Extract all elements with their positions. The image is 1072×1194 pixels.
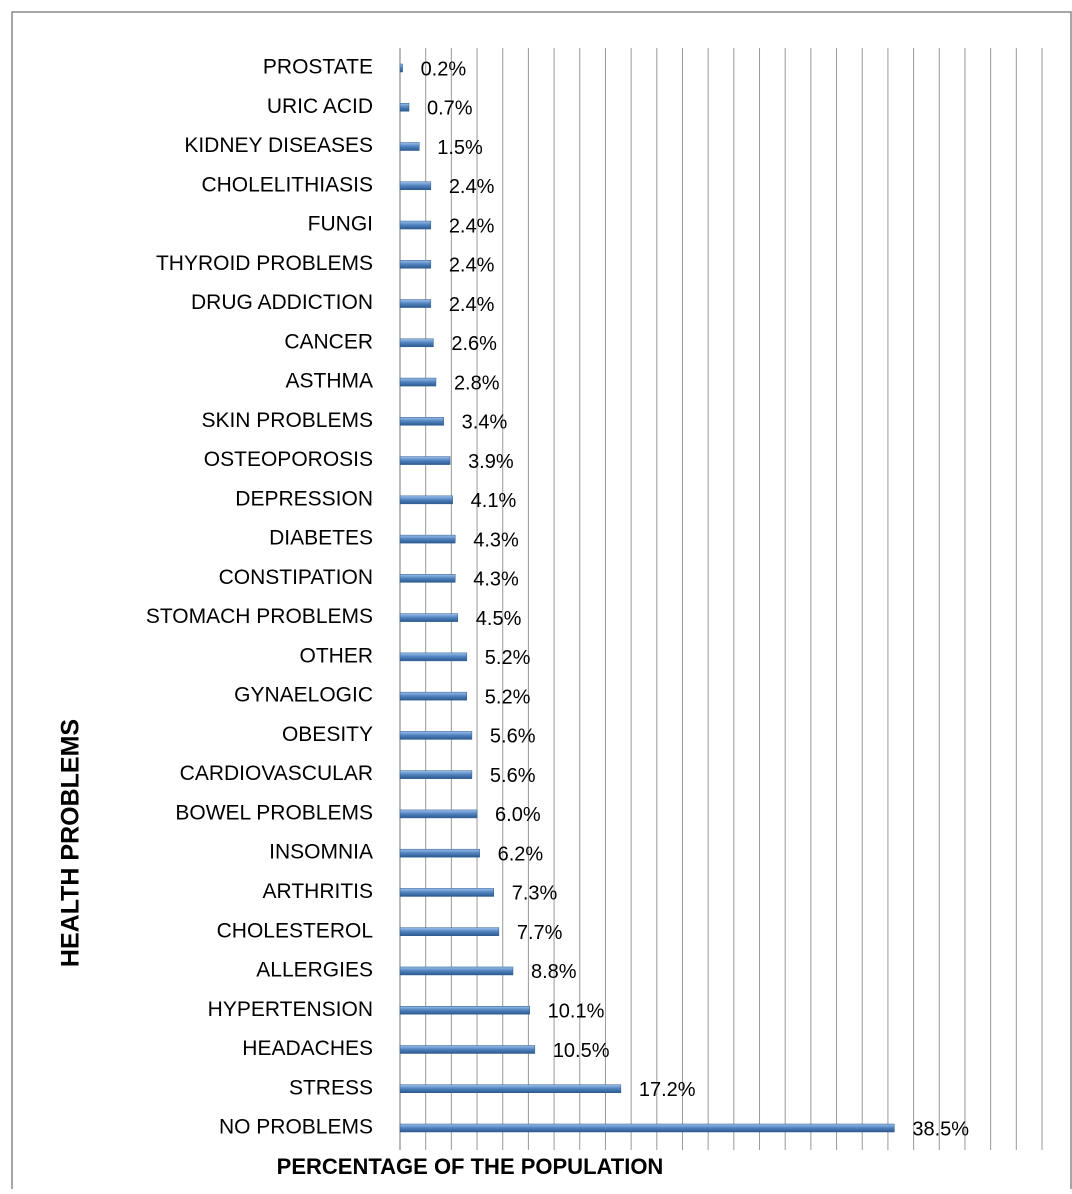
data-label: 8.8% <box>531 961 577 983</box>
y-tick-label: OBESITY <box>282 723 373 746</box>
data-label: 1.5% <box>437 137 483 159</box>
data-label: 0.7% <box>427 98 473 120</box>
y-tick-label: INSOMNIA <box>269 841 373 864</box>
data-label: 7.7% <box>517 922 563 944</box>
bar <box>399 63 403 73</box>
y-tick-label: THYROID PROBLEMS <box>156 252 373 275</box>
chart-border <box>11 11 1072 1189</box>
data-label: 2.4% <box>449 294 495 316</box>
data-label: 2.4% <box>449 215 495 237</box>
data-label: 5.2% <box>485 647 531 669</box>
data-label: 6.2% <box>498 843 544 865</box>
bar <box>399 1045 536 1054</box>
data-label: 2.6% <box>451 333 497 355</box>
bar <box>399 848 480 858</box>
y-tick-label: FUNGI <box>308 213 373 236</box>
bar <box>399 652 468 662</box>
y-tick-label: CHOLESTEROL <box>217 919 373 942</box>
y-tick-label: CANCER <box>284 330 373 353</box>
data-label: 0.2% <box>421 58 467 80</box>
bar <box>399 456 451 465</box>
y-tick-label: DRUG ADDICTION <box>191 291 373 314</box>
bar <box>399 770 473 779</box>
data-label: 6.0% <box>495 804 541 826</box>
x-axis-title: PERCENTAGE OF THE POPULATION <box>277 1154 664 1179</box>
y-tick-label: ALLERGIES <box>256 959 373 982</box>
data-label: 5.6% <box>490 726 536 748</box>
y-tick-label: CHOLELITHIASIS <box>201 173 373 196</box>
data-label: 10.1% <box>548 1001 605 1023</box>
y-tick-label: DIABETES <box>269 527 373 550</box>
data-label: 5.6% <box>490 765 536 787</box>
y-tick-label: KIDNEY DISEASES <box>184 134 373 157</box>
y-tick-label: DEPRESSION <box>235 487 373 510</box>
y-tick-label: GYNAELOGIC <box>234 684 373 707</box>
data-label: 2.4% <box>449 176 495 198</box>
data-label: 3.4% <box>462 412 508 434</box>
bar <box>399 691 468 701</box>
y-tick-label: CONSTIPATION <box>219 566 373 589</box>
data-label: 7.3% <box>512 883 558 905</box>
bar <box>399 181 432 191</box>
bar <box>399 142 420 151</box>
y-tick-label: OSTEOPOROSIS <box>204 448 373 471</box>
data-label: 4.1% <box>471 490 517 512</box>
bar <box>399 613 459 622</box>
data-label: 2.4% <box>449 255 495 277</box>
bar <box>399 731 473 740</box>
bar <box>399 888 494 897</box>
data-label: 38.5% <box>912 1118 969 1140</box>
bar <box>399 1005 530 1015</box>
data-label: 17.2% <box>639 1079 696 1101</box>
bar <box>399 574 456 583</box>
y-tick-label: HYPERTENSION <box>208 998 373 1021</box>
bar <box>399 220 432 230</box>
bar <box>399 103 410 112</box>
bar <box>399 1123 895 1133</box>
y-tick-label: SKIN PROBLEMS <box>201 409 373 432</box>
y-tick-label: HEADACHES <box>242 1037 373 1060</box>
data-label: 4.5% <box>476 608 522 630</box>
bar <box>399 927 500 936</box>
bar <box>399 417 444 426</box>
y-tick-label: STOMACH PROBLEMS <box>146 605 373 628</box>
y-tick-label: STRESS <box>289 1076 373 1099</box>
bar <box>399 1084 622 1093</box>
data-label: 2.8% <box>454 372 500 394</box>
y-axis-title: HEALTH PROBLEMS <box>57 719 85 967</box>
bar <box>399 377 437 387</box>
bar <box>399 809 478 819</box>
y-tick-label: ASTHMA <box>285 370 373 393</box>
y-tick-label: BOWEL PROBLEMS <box>175 801 373 824</box>
bar <box>399 534 456 544</box>
data-label: 4.3% <box>473 529 519 551</box>
bar <box>399 299 432 308</box>
y-tick-label: ARTHRITIS <box>263 880 373 903</box>
data-label: 10.5% <box>553 1040 610 1062</box>
bar <box>399 260 432 269</box>
bar <box>399 495 453 505</box>
y-tick-label: NO PROBLEMS <box>219 1116 373 1139</box>
data-label: 5.2% <box>485 686 531 708</box>
data-label: 3.9% <box>468 451 514 473</box>
y-tick-label: CARDIOVASCULAR <box>180 762 373 785</box>
data-label: 4.3% <box>473 569 519 591</box>
bar <box>399 966 514 976</box>
bar <box>399 338 434 348</box>
y-tick-label: PROSTATE <box>263 56 373 79</box>
y-tick-label: URIC ACID <box>267 95 373 118</box>
y-tick-label: OTHER <box>300 644 374 667</box>
